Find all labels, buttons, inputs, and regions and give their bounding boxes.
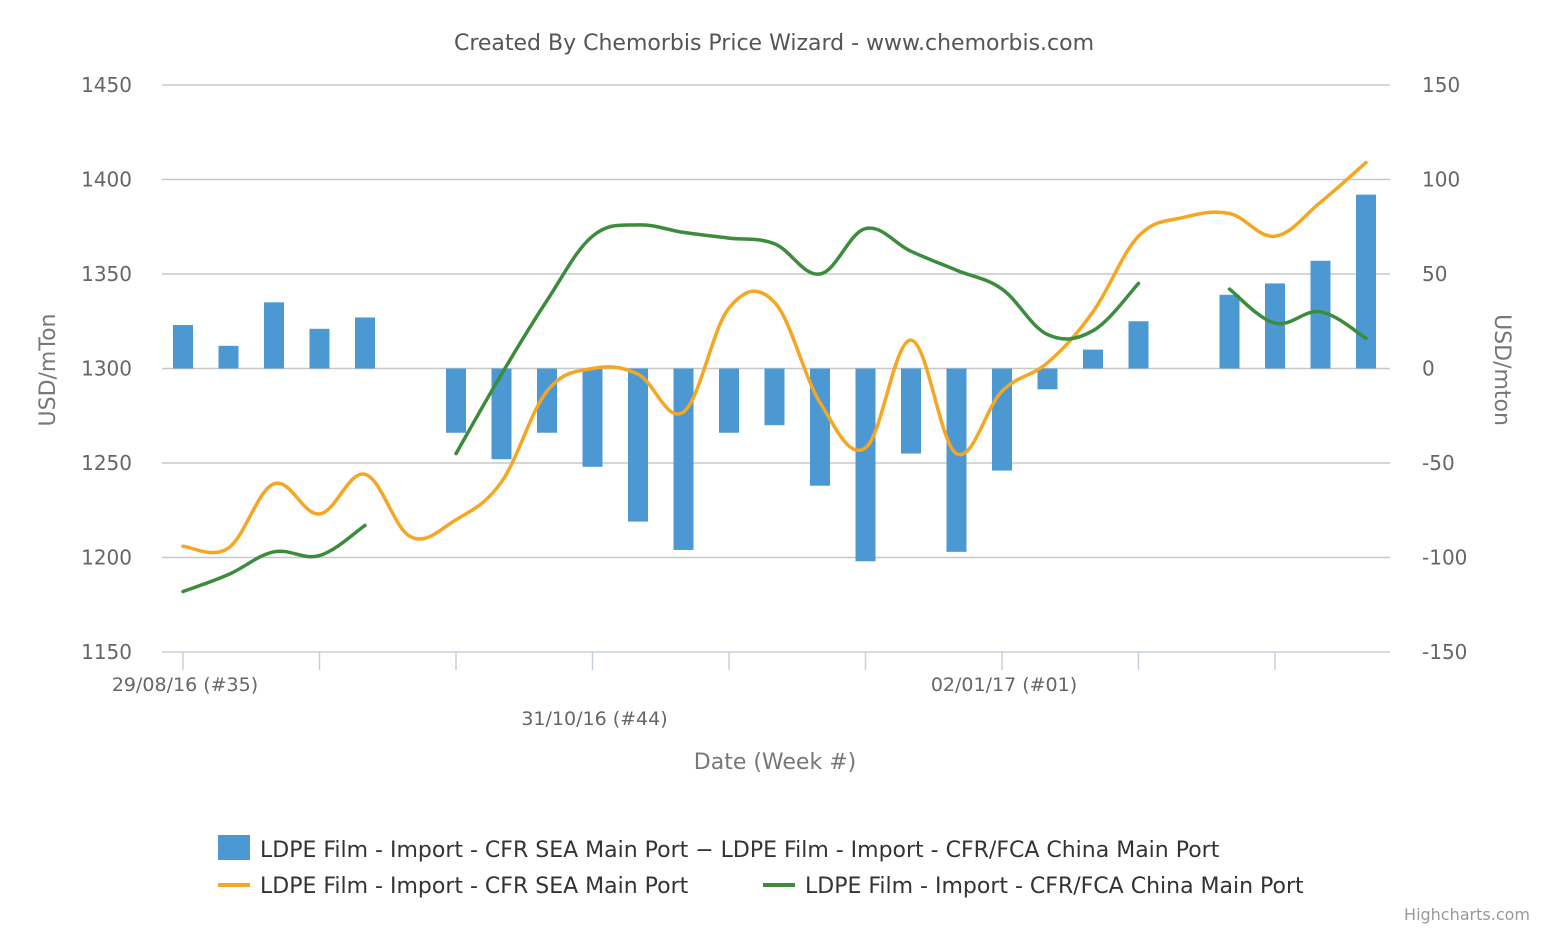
y-right-tick-label: 50 [1422,262,1447,286]
y-right-tick-label: -100 [1422,546,1467,570]
y-right-tick-label: 100 [1422,168,1460,192]
china-price-line[interactable] [181,523,367,594]
bar-series [173,194,1376,562]
sea-price-line[interactable] [181,160,1368,555]
legend-item-sea[interactable]: LDPE Film - Import - CFR SEA Main Port [218,874,689,899]
x-tick-label: 29/08/16 (#35) [112,674,258,696]
spread-bar[interactable] [719,368,739,433]
y-right-tick-label: -50 [1422,451,1455,475]
y-right-tick-label: 150 [1422,73,1460,97]
x-tick-label: 02/01/17 (#01) [931,674,1077,696]
spread-bar[interactable] [992,368,1012,471]
y-left-tick-label: 1300 [81,357,132,381]
spread-bar[interactable] [673,368,694,550]
x-tick-label: 31/10/16 (#44) [521,708,667,730]
spread-bar[interactable] [491,368,512,460]
credits-link[interactable]: Highcharts.com [1404,905,1530,924]
spread-bar[interactable] [1310,260,1331,369]
china-price-line[interactable] [1227,287,1368,341]
y-left-tick-label: 1400 [81,168,132,192]
spread-bar[interactable] [582,368,603,467]
spread-bar[interactable] [810,368,830,486]
y-right-tick-label: 0 [1422,357,1435,381]
x-axis: 29/08/16 (#35) 31/10/16 (#44) 02/01/17 (#0… [112,651,1390,730]
spread-bar[interactable] [1265,283,1285,369]
legend-label-china: LDPE Film - Import - CFR/FCA China Main … [805,874,1304,899]
legend-item-spread[interactable]: LDPE Film - Import - CFR SEA Main Port −… [218,835,1220,863]
spread-bar[interactable] [218,345,239,369]
spread-bar[interactable] [1356,194,1376,369]
spread-bar[interactable] [901,368,921,454]
x-axis-title: Date (Week #) [694,750,856,775]
spread-bar[interactable] [1128,321,1149,369]
y-left-tick-label: 1250 [81,451,132,475]
y-axis-left-title: USD/mTon [36,314,61,427]
legend-swatch-bar [218,835,250,860]
spread-bar[interactable] [309,328,330,369]
legend-label-sea: LDPE Film - Import - CFR SEA Main Port [260,874,689,899]
y-left-tick-label: 1350 [81,262,132,286]
spread-bar[interactable] [1219,294,1240,369]
spread-bar[interactable] [173,325,193,369]
china-price-line[interactable] [454,223,1141,456]
legend-label-spread: LDPE Film - Import - CFR SEA Main Port −… [260,838,1220,863]
spread-bar[interactable] [1037,368,1058,390]
spread-bar[interactable] [264,302,284,369]
y-left-tick-label: 1200 [81,546,132,570]
legend: LDPE Film - Import - CFR SEA Main Port −… [218,835,1304,899]
y-left-tick-label: 1150 [81,640,132,664]
chart-title: Created By Chemorbis Price Wizard - www.… [454,31,1094,56]
y-left-tick-label: 1450 [81,73,132,97]
y-right-tick-label: -150 [1422,640,1467,664]
spread-bar[interactable] [855,368,876,562]
spread-bar[interactable] [1083,349,1103,369]
spread-bar[interactable] [628,368,648,522]
spread-bar[interactable] [355,317,375,369]
spread-bar[interactable] [946,368,967,552]
y-axis-right-title: USD/mton [1489,314,1514,426]
line-series [181,160,1368,594]
spread-bar[interactable] [446,368,466,433]
legend-item-china[interactable]: LDPE Film - Import - CFR/FCA China Main … [763,874,1304,899]
y-axis-right: -150 -100 -50 0 50 100 150 [1422,73,1467,664]
y-axis-left: 1150 1200 1250 1300 1350 1400 1450 [81,73,132,664]
spread-bar[interactable] [764,368,785,426]
